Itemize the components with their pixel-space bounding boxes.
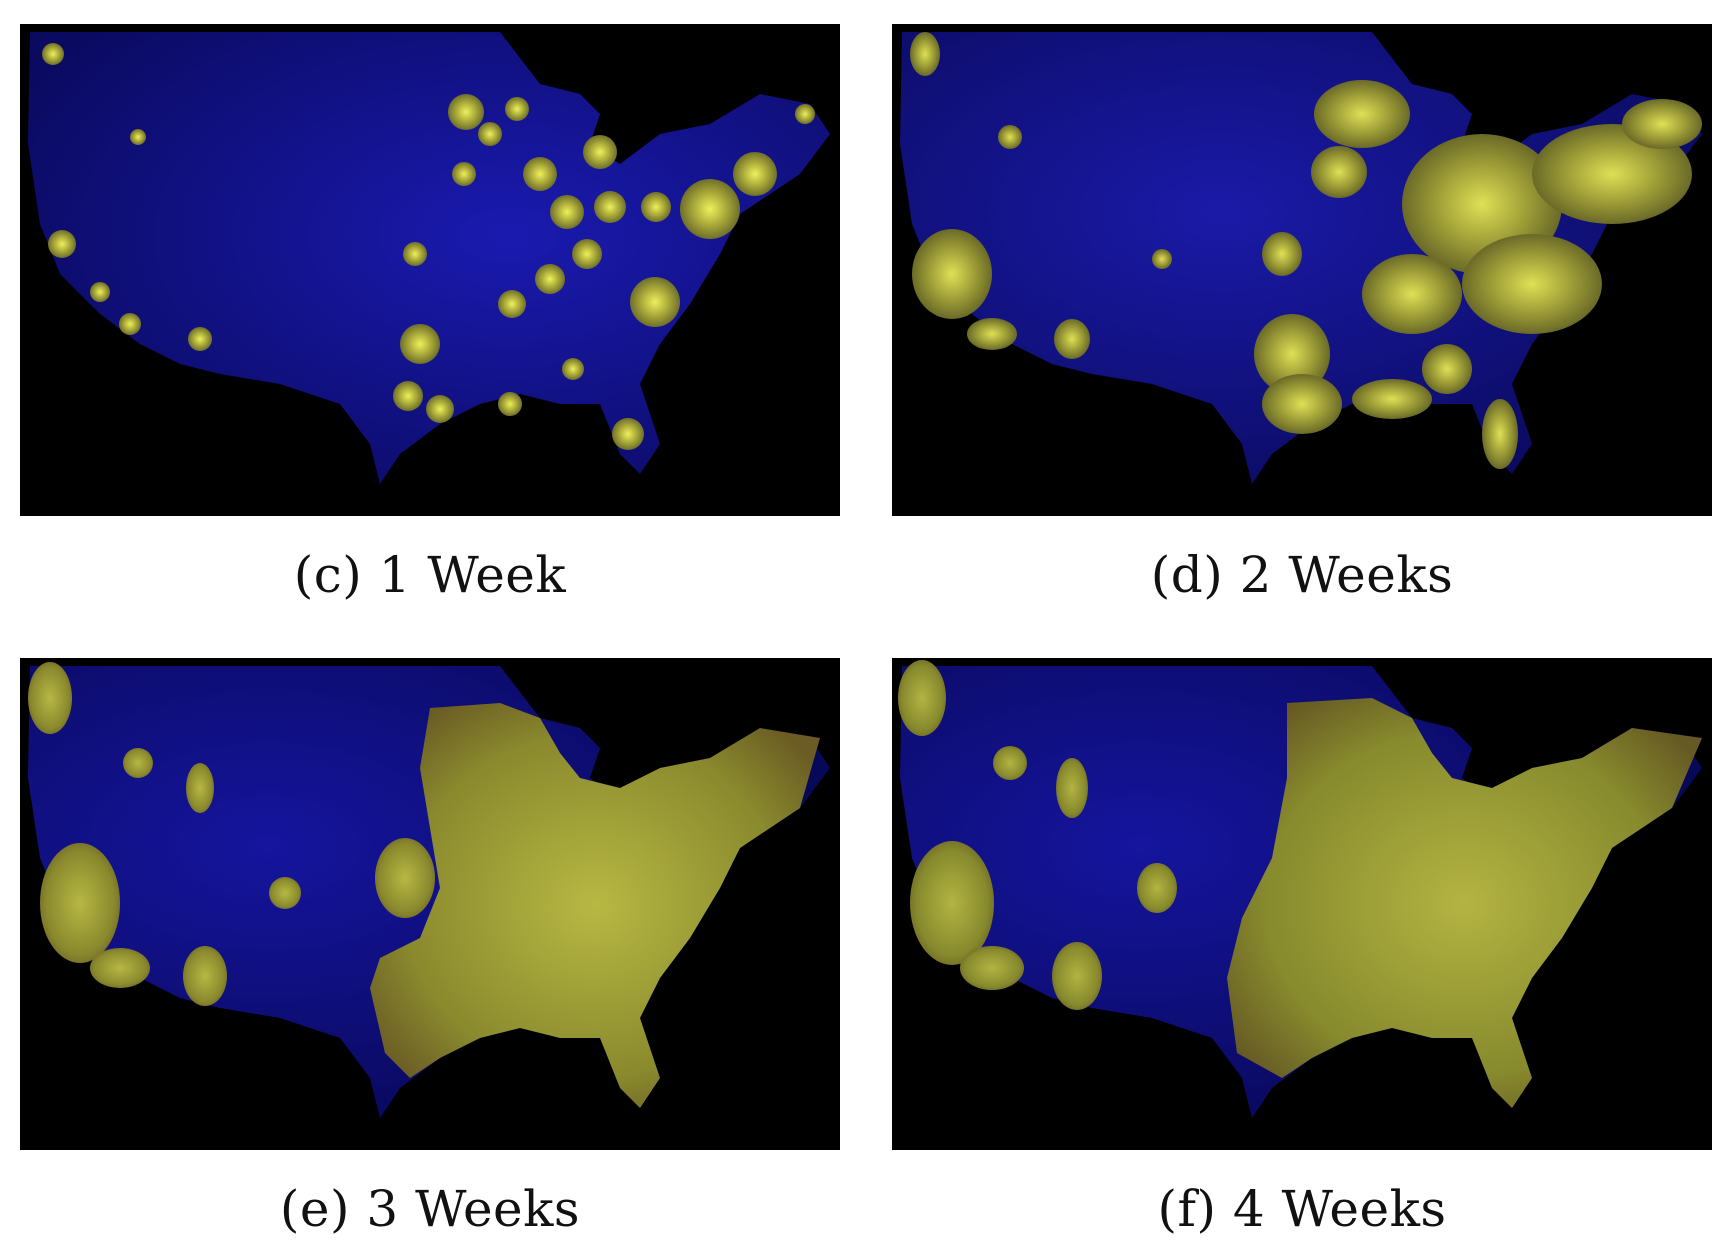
map-panel-1-week: (c) 1 Week	[20, 24, 840, 604]
map-panel-3-weeks: (e) 3 Weeks	[20, 658, 840, 1238]
caption-3-weeks: (e) 3 Weeks	[279, 1180, 581, 1238]
infected-clusters	[42, 43, 815, 450]
map-panel-4-weeks: (f) 4 Weeks	[892, 658, 1712, 1238]
caption-1-week: (c) 1 Week	[293, 546, 567, 604]
infected-region-east	[1227, 698, 1702, 1108]
us-landmass	[28, 32, 830, 484]
map-svg	[20, 658, 840, 1150]
infected-regions-west	[28, 662, 435, 1006]
map-svg	[20, 24, 840, 516]
map-svg	[892, 658, 1712, 1150]
caption-4-weeks: (f) 4 Weeks	[1157, 1180, 1447, 1238]
us-spread-map-4-weeks	[892, 658, 1712, 1150]
map-panel-2-weeks: (d) 2 Weeks	[892, 24, 1712, 604]
us-spread-map-3-weeks	[20, 658, 840, 1150]
us-spread-map-1-week	[20, 24, 840, 516]
us-spread-map-2-weeks	[892, 24, 1712, 516]
map-svg	[892, 24, 1712, 516]
infected-region-east	[370, 703, 820, 1108]
infected-regions	[910, 32, 1702, 469]
caption-2-weeks: (d) 2 Weeks	[1150, 546, 1454, 604]
infected-regions-west	[898, 660, 1177, 1010]
